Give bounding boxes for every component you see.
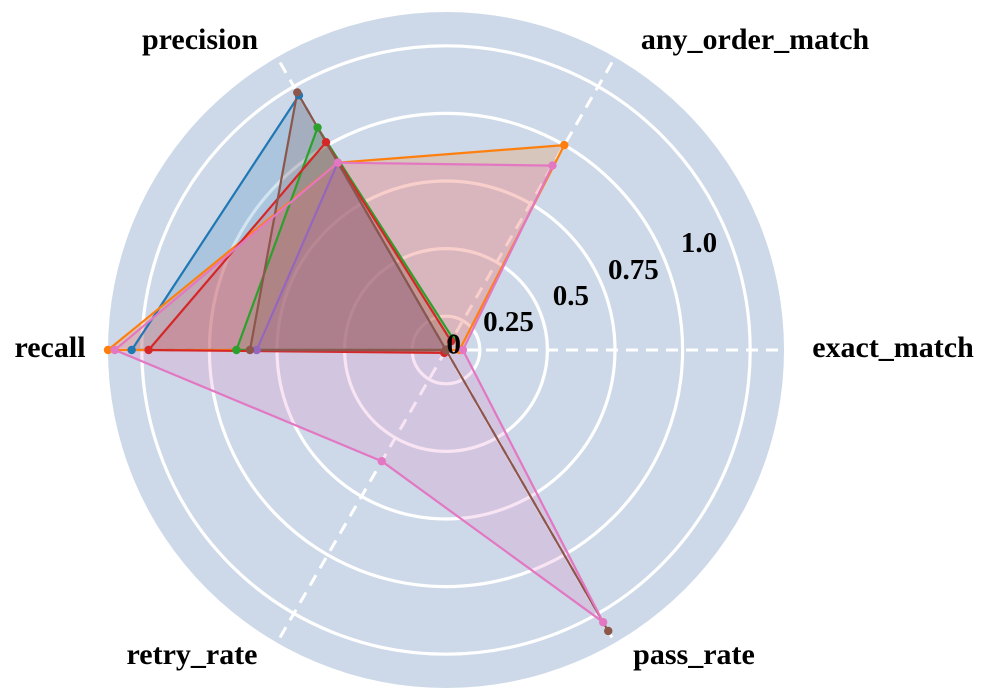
radial-tick-label: 0 (447, 328, 462, 360)
axis-label-retry-rate: retry_rate (126, 638, 257, 671)
data-point (446, 337, 456, 346)
data-point (245, 345, 255, 355)
data-point (548, 161, 557, 170)
data-point (321, 137, 331, 147)
series-area (256, 162, 446, 350)
radial-tick-label: 0.25 (483, 306, 534, 338)
radial-tick-label: 1.0 (681, 227, 717, 259)
data-point (110, 345, 119, 355)
data-point (333, 158, 343, 167)
radial-tick-label: 0.5 (553, 280, 589, 312)
axis-label-exact-match: exact_match (812, 331, 974, 364)
axis-label-pass-rate: pass_rate (633, 638, 755, 671)
data-point (252, 345, 261, 355)
data-point (604, 626, 613, 636)
axis-label-any-order-match: any_order_match (641, 23, 870, 56)
data-point (293, 88, 302, 97)
axis-spoke (271, 349, 448, 651)
axis-spoke (444, 49, 621, 351)
series-area (114, 162, 604, 623)
series-area (131, 95, 446, 350)
axis-label-precision: precision (142, 23, 258, 56)
data-point (313, 123, 322, 132)
data-point (598, 618, 608, 627)
series-area (250, 92, 609, 631)
series-area (108, 145, 565, 350)
data-point (377, 457, 386, 466)
data-point (560, 140, 569, 150)
data-point (232, 345, 241, 355)
radial-tick-label: 0.75 (608, 254, 659, 286)
series-area (148, 142, 452, 353)
data-point (103, 345, 113, 355)
data-point (458, 345, 468, 355)
axis-label-recall: recall (14, 331, 85, 364)
data-point (127, 345, 136, 355)
series-area (236, 127, 453, 350)
data-point (441, 345, 451, 355)
data-point (144, 345, 153, 355)
series-line (248, 91, 610, 633)
